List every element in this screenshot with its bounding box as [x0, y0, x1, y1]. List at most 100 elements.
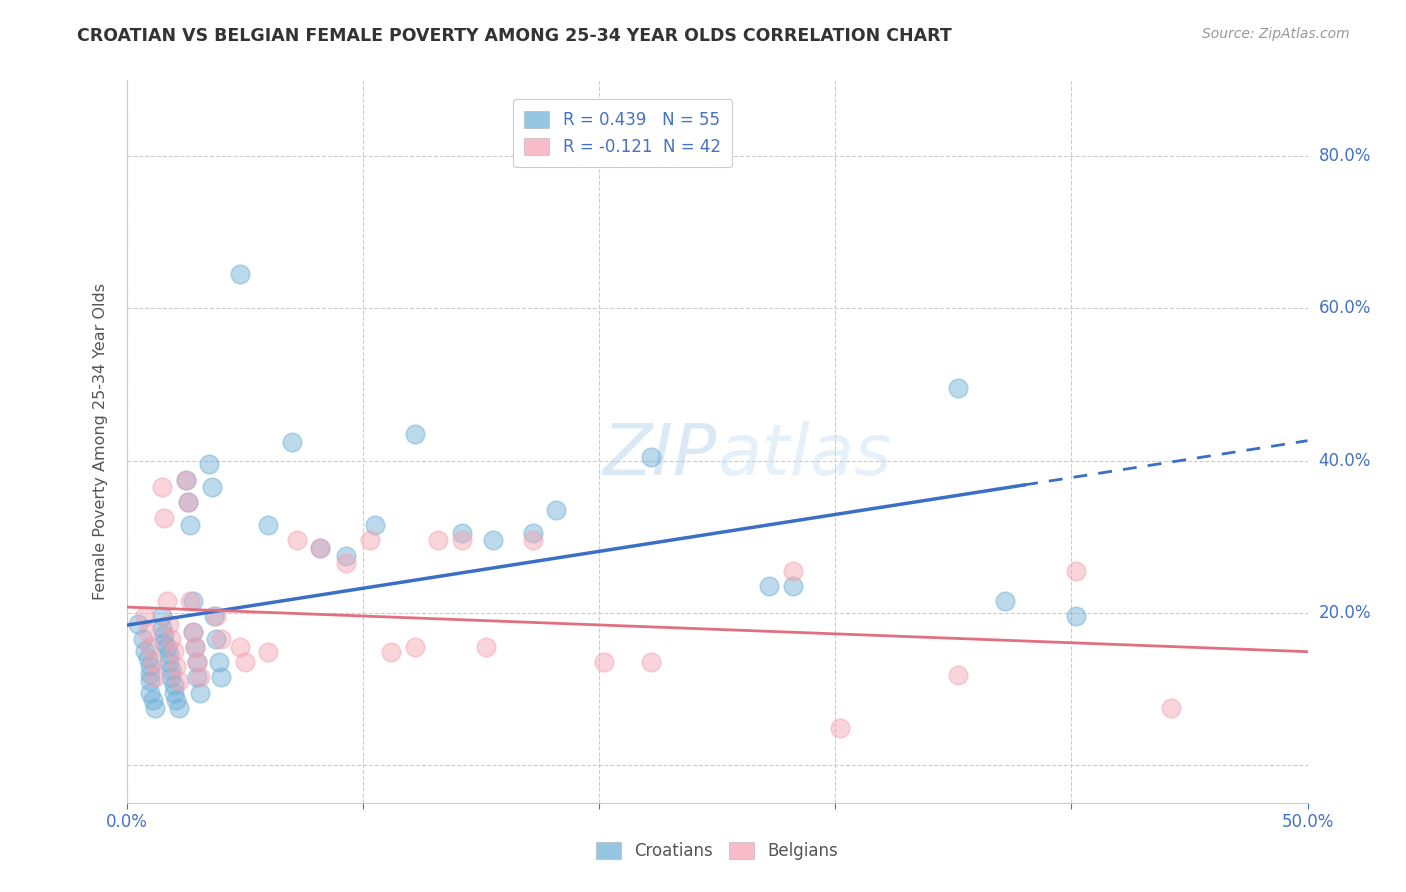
Point: [181, 624, 204, 639]
Point: [163, 643, 186, 657]
Point: [209, 632, 232, 647]
Point: [522, 533, 544, 548]
Point: [184, 640, 207, 654]
Point: [946, 668, 969, 682]
Point: [285, 533, 308, 548]
Point: [640, 450, 662, 464]
Text: 40.0%: 40.0%: [1319, 451, 1371, 469]
Point: [451, 525, 474, 540]
Point: [181, 594, 204, 608]
Legend: Croatians, Belgians: Croatians, Belgians: [589, 835, 845, 867]
Point: [139, 666, 162, 681]
Point: [153, 628, 176, 642]
Point: [156, 594, 179, 608]
Point: [404, 640, 426, 654]
Point: [184, 640, 207, 654]
Text: 80.0%: 80.0%: [1319, 147, 1371, 165]
Point: [186, 655, 208, 669]
Point: [592, 655, 614, 669]
Point: [174, 473, 197, 487]
Point: [257, 518, 280, 533]
Point: [994, 594, 1017, 608]
Point: [132, 632, 155, 647]
Point: [205, 632, 228, 647]
Point: [134, 609, 156, 624]
Point: [150, 621, 173, 635]
Point: [139, 685, 162, 699]
Point: [143, 700, 166, 714]
Point: [174, 473, 197, 487]
Point: [451, 533, 474, 548]
Point: [179, 594, 201, 608]
Point: [177, 495, 200, 509]
Point: [522, 525, 544, 540]
Point: [167, 700, 190, 714]
Point: [359, 533, 381, 548]
Point: [165, 693, 187, 707]
Point: [198, 458, 221, 472]
Point: [640, 655, 662, 669]
Point: [202, 609, 225, 624]
Point: [209, 670, 232, 684]
Point: [404, 426, 426, 441]
Point: [160, 632, 183, 647]
Point: [281, 434, 304, 449]
Point: [157, 648, 180, 662]
Point: [157, 617, 180, 632]
Point: [134, 643, 156, 657]
Point: [1064, 609, 1087, 624]
Point: [200, 480, 222, 494]
Text: 60.0%: 60.0%: [1319, 300, 1371, 318]
Point: [179, 518, 201, 533]
Point: [160, 663, 183, 677]
Text: 20.0%: 20.0%: [1319, 604, 1371, 622]
Point: [474, 640, 496, 654]
Point: [181, 624, 204, 639]
Point: [136, 624, 159, 639]
Text: Source: ZipAtlas.com: Source: ZipAtlas.com: [1202, 27, 1350, 41]
Point: [139, 659, 162, 673]
Point: [309, 541, 332, 555]
Point: [233, 655, 256, 669]
Point: [136, 651, 159, 665]
Point: [335, 556, 357, 570]
Point: [335, 549, 357, 563]
Text: CROATIAN VS BELGIAN FEMALE POVERTY AMONG 25-34 YEAR OLDS CORRELATION CHART: CROATIAN VS BELGIAN FEMALE POVERTY AMONG…: [77, 27, 952, 45]
Point: [782, 579, 804, 593]
Point: [139, 674, 162, 689]
Point: [380, 645, 402, 659]
Point: [177, 495, 200, 509]
Point: [758, 579, 780, 593]
Point: [153, 636, 176, 650]
Point: [165, 659, 187, 673]
Text: atlas: atlas: [717, 422, 891, 491]
Point: [141, 655, 163, 669]
Point: [946, 381, 969, 395]
Y-axis label: Female Poverty Among 25-34 Year Olds: Female Poverty Among 25-34 Year Olds: [93, 283, 108, 600]
Point: [257, 645, 280, 659]
Point: [782, 564, 804, 578]
Point: [141, 693, 163, 707]
Point: [229, 640, 252, 654]
Point: [153, 510, 176, 524]
Point: [186, 655, 208, 669]
Point: [546, 503, 568, 517]
Point: [150, 480, 173, 494]
Point: [143, 670, 166, 684]
Point: [188, 685, 211, 699]
Point: [229, 267, 252, 281]
Point: [481, 533, 503, 548]
Point: [167, 674, 190, 689]
Point: [1160, 700, 1182, 714]
Point: [157, 655, 180, 669]
Point: [163, 685, 186, 699]
Point: [309, 541, 332, 555]
Point: [156, 640, 179, 654]
Point: [188, 670, 211, 684]
Point: [139, 640, 162, 654]
Point: [427, 533, 450, 548]
Point: [828, 721, 851, 735]
Point: [163, 678, 186, 692]
Point: [150, 609, 173, 624]
Point: [127, 617, 149, 632]
